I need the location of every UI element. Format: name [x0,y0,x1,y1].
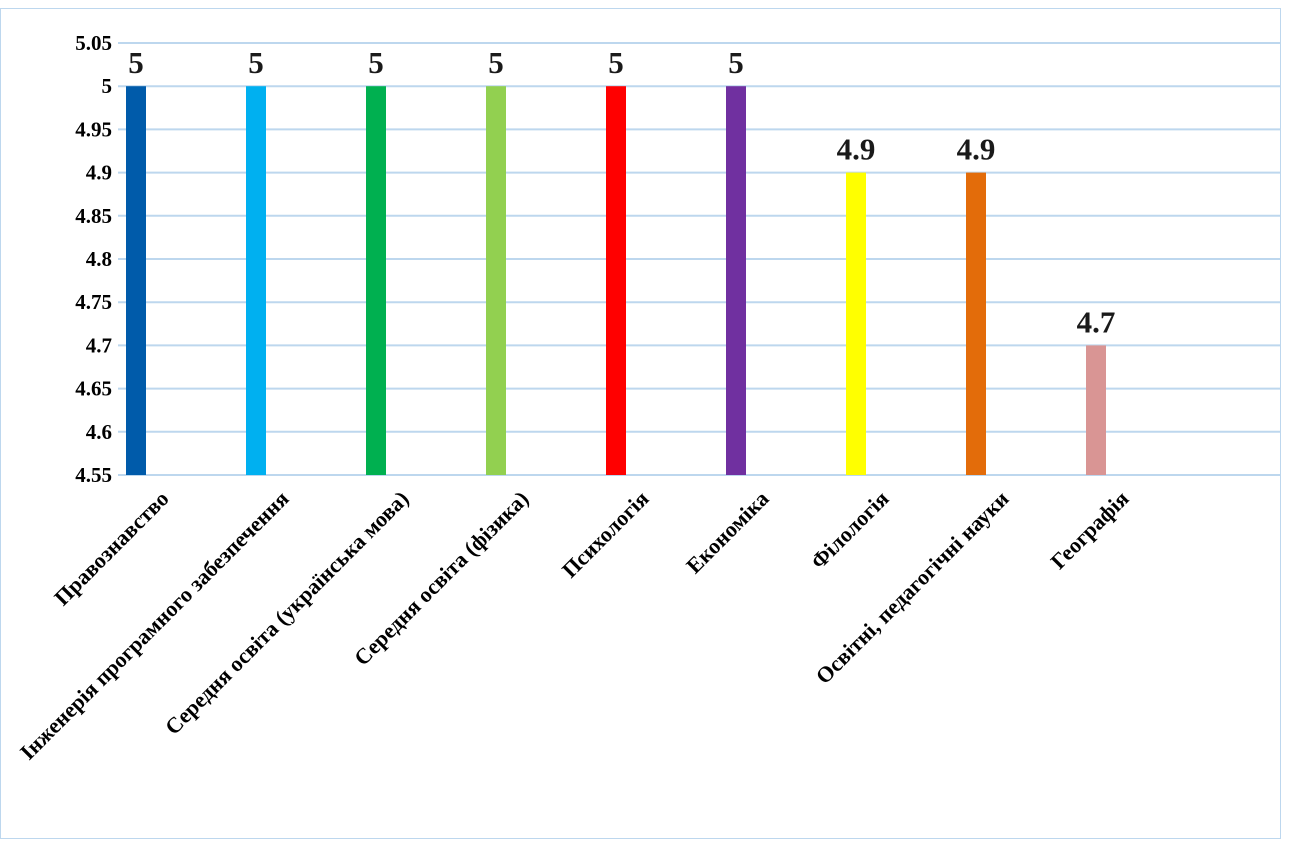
y-axis-tick-labels: 4.55 4.6 4.65 4.7 4.75 4.8 4.85 4.9 4.95 5 5.05 [75,31,112,487]
bar [846,172,866,475]
x-category-label: Філологія [806,486,894,574]
data-label: 4.9 [957,132,996,167]
data-label: 5 [248,45,264,80]
data-label: 5 [368,45,384,80]
bar [1086,345,1106,475]
data-label: 5 [128,45,144,80]
chart-frame [0,8,1281,839]
bar [246,86,266,475]
y-tick-label: 5 [102,74,113,98]
x-category-label: Географія [1045,486,1133,574]
y-tick-label: 4.85 [75,204,112,228]
y-tick-label: 4.55 [75,463,112,487]
gridlines [118,42,1281,476]
y-tick-label: 4.65 [75,377,112,401]
data-label: 5 [488,45,504,80]
data-label: 5 [608,45,624,80]
bar [606,86,626,475]
bar [966,172,986,475]
x-category-label: Середня освіта (українська мова) [160,486,414,740]
bar [726,86,746,475]
y-tick-label: 4.9 [86,161,112,185]
bar [126,86,146,475]
data-label: 5 [728,45,744,80]
y-tick-label: 4.7 [86,333,112,357]
bar [486,86,506,475]
bar [366,86,386,475]
x-category-label: Економіка [681,486,773,578]
x-category-label: Освітні, педагогічні науки [811,486,1014,689]
data-label: 4.7 [1077,304,1116,339]
y-tick-label: 4.95 [75,117,112,141]
y-tick-label: 4.8 [86,247,112,271]
y-tick-label: 4.75 [75,290,112,314]
y-tick-label: 5.05 [75,31,112,55]
bars [126,86,1106,475]
x-category-label: Психологія [557,486,654,583]
data-label: 4.9 [837,132,876,167]
x-category-label: Правознавство [49,486,173,610]
y-tick-label: 4.6 [86,420,112,444]
x-category-label: Інженерія програмного забезпечення [15,486,294,765]
data-labels: 5 5 5 5 5 5 4.9 4.9 4.7 [128,45,1115,339]
